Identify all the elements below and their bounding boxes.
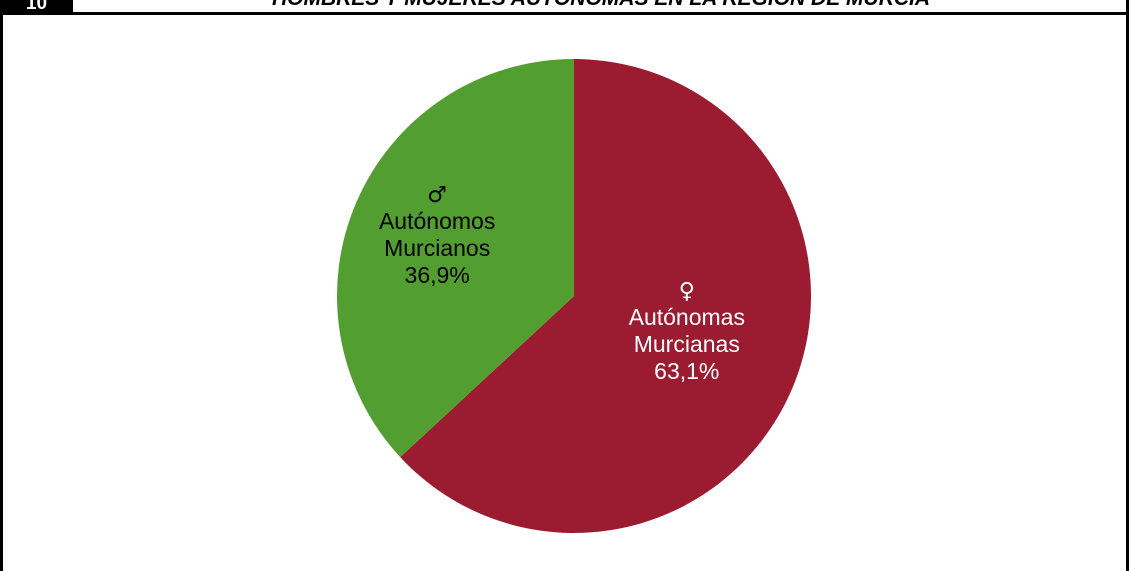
slice-value-label: 36,9%: [405, 262, 470, 288]
slice-category-label: Autónomos: [379, 208, 495, 234]
header-rule: [0, 12, 1129, 15]
gender-symbol-icon: ♀: [679, 279, 695, 304]
slice-value-label: 63,1%: [654, 358, 719, 384]
page-title: HOMBRES Y MUJERES AUTÓNOMAS EN LA REGIÓN…: [73, 0, 1129, 11]
slice-category-label: Autónomas: [629, 304, 745, 330]
pie-slice-1: [336, 59, 574, 458]
gender-symbol-icon: ♂: [427, 183, 447, 208]
slice-category-label: Murcianas: [634, 331, 740, 357]
slice-category-label: Murcianos: [384, 235, 490, 261]
section-number: 10: [0, 0, 73, 14]
pie-slice-0: [400, 59, 811, 533]
